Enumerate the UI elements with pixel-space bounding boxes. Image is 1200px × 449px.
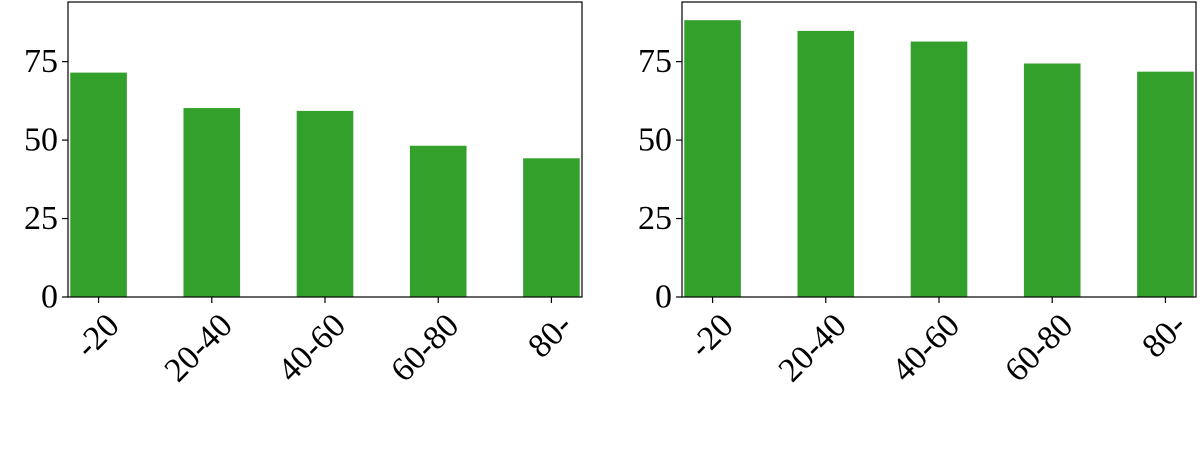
- x-tick-label: 40-60: [271, 307, 353, 389]
- x-tick-label: 20-40: [772, 307, 854, 389]
- chart-panel-1: 0 25 50 75 -20 20-40 40-60 60-80 80-: [24, 1, 583, 389]
- x-tick-label: 40-60: [885, 307, 967, 389]
- x-tick-label: 60-80: [384, 307, 466, 389]
- y-tick-label: 50: [638, 122, 672, 159]
- y-tick-label: 50: [24, 122, 58, 159]
- bar-40-60: [910, 41, 968, 297]
- bar-80-: [523, 158, 580, 297]
- x-tick-label: 20-40: [158, 307, 240, 389]
- bar--20: [70, 72, 127, 297]
- y-tick-label: 25: [638, 200, 672, 237]
- y-tick-label: 0: [655, 279, 672, 316]
- y-tick-label: 75: [638, 43, 672, 80]
- x-tick-label: 60-80: [998, 307, 1080, 389]
- bar-40-60: [296, 110, 354, 298]
- bar--20: [684, 20, 741, 297]
- y-tick-label: 75: [24, 43, 58, 80]
- bar-60-80: [409, 145, 467, 297]
- x-tick-label: -20: [68, 307, 126, 365]
- y-tick-label: 25: [24, 200, 58, 237]
- chart-panel-2: 0 25 50 75 -20 20-40 40-60 60-80 80-: [638, 1, 1197, 389]
- y-tick-label: 0: [41, 279, 58, 316]
- bar-20-40: [183, 108, 241, 297]
- bar-60-80: [1023, 63, 1081, 298]
- x-tick-label: -20: [682, 307, 740, 365]
- x-tick-label: 80-: [521, 307, 579, 365]
- bar-80-: [1137, 71, 1194, 297]
- x-tick-label: 80-: [1135, 307, 1193, 365]
- bar-20-40: [797, 30, 855, 298]
